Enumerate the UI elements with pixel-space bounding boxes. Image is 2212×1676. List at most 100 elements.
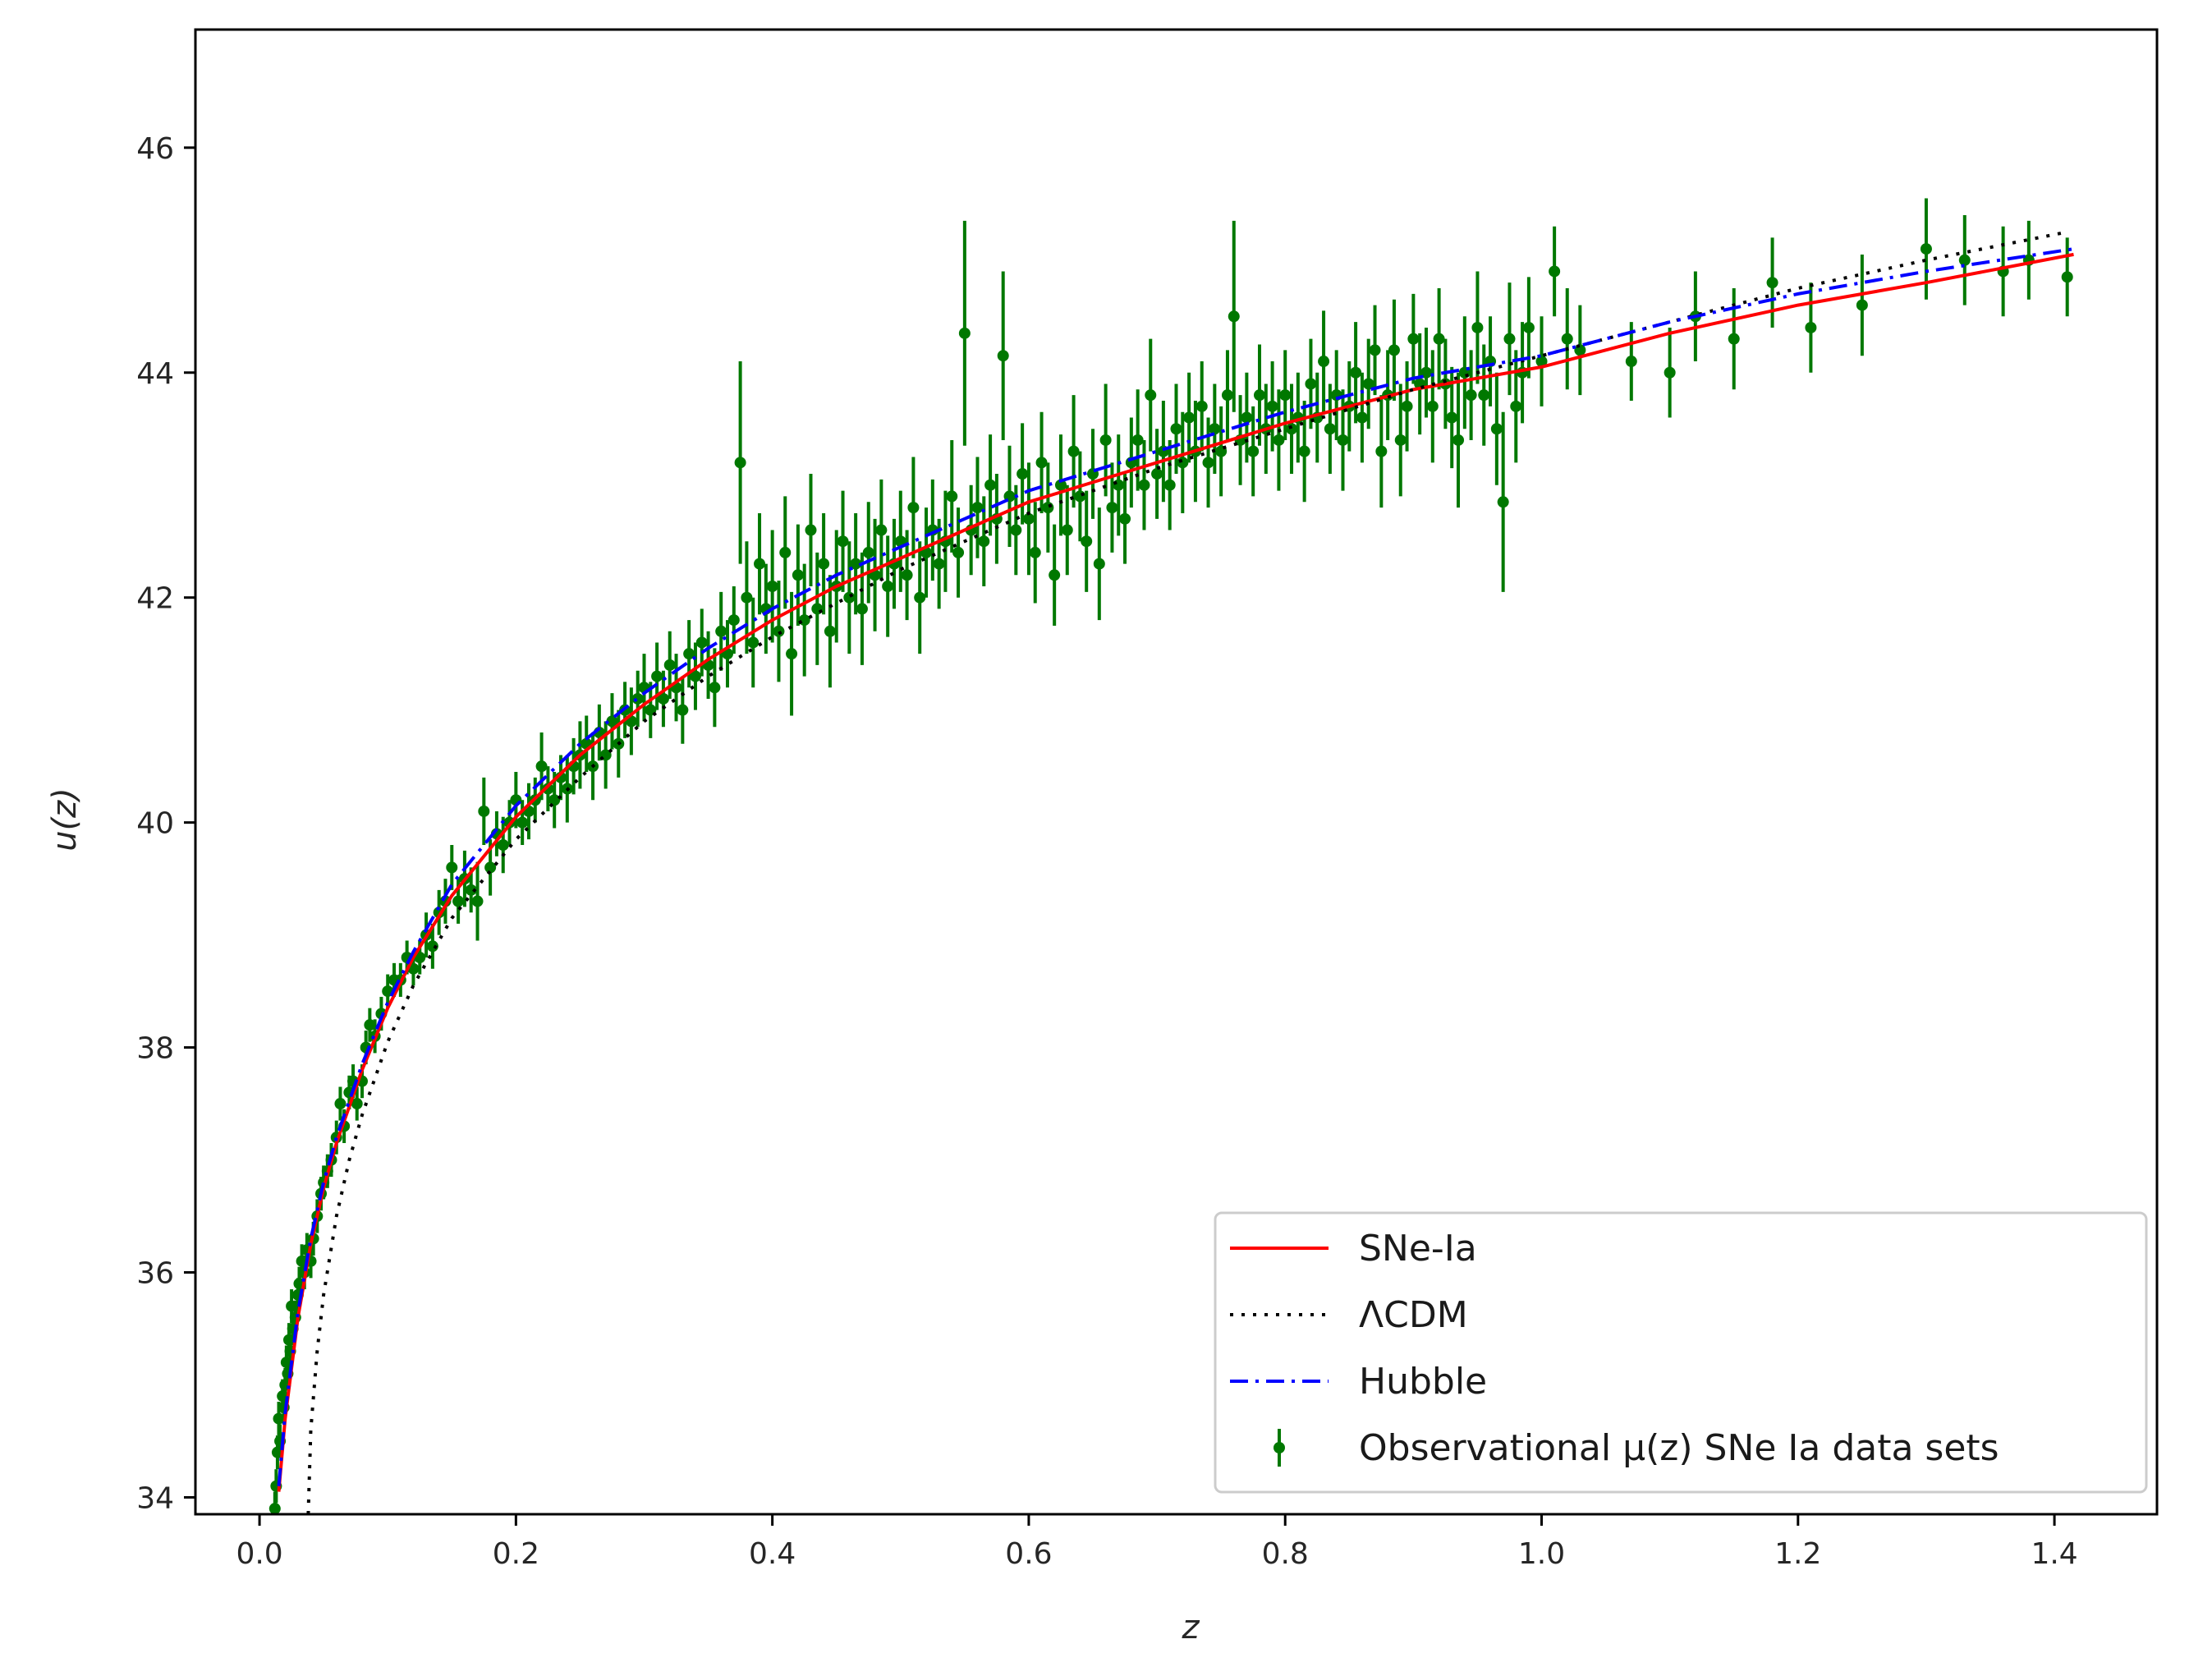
observation-point — [1010, 484, 1022, 576]
data-marker — [1356, 411, 1368, 424]
data-marker — [1522, 321, 1535, 333]
y-tick-label: 36 — [136, 1257, 174, 1291]
hubble-line — [277, 247, 2074, 1486]
data-marker — [1054, 479, 1067, 491]
data-marker — [862, 546, 874, 558]
observation-point — [997, 271, 1009, 440]
observation-point — [1228, 220, 1240, 412]
data-marker — [268, 1503, 281, 1514]
data-marker — [779, 546, 792, 558]
observation-point — [1510, 350, 1522, 463]
data-marker — [484, 861, 497, 874]
x-tick-label: 0.0 — [236, 1537, 282, 1571]
data-marker — [1099, 434, 1112, 446]
observation-point — [1279, 350, 1292, 440]
data-marker — [663, 659, 676, 671]
data-marker — [914, 591, 926, 604]
x-tick-label: 0.8 — [1262, 1537, 1309, 1571]
x-tick-label: 0.2 — [493, 1537, 539, 1571]
data-marker — [631, 692, 644, 705]
observation-point — [933, 518, 945, 609]
observation-point — [875, 479, 888, 581]
observation-point — [478, 777, 490, 846]
observation-point — [824, 575, 836, 688]
observation-point — [446, 845, 458, 890]
data-marker — [1093, 558, 1105, 570]
observation-point — [818, 512, 830, 615]
y-tick-label: 38 — [136, 1032, 174, 1066]
data-marker — [1561, 333, 1573, 345]
observation-point — [1471, 271, 1484, 384]
data-marker — [1170, 423, 1182, 435]
observation-point — [683, 620, 695, 688]
data-marker — [1362, 378, 1374, 390]
observation-point — [1522, 277, 1535, 379]
observation-point — [1049, 524, 1061, 626]
data-marker — [516, 816, 529, 829]
data-marker — [273, 1412, 285, 1425]
data-marker — [1490, 423, 1503, 435]
data-marker — [984, 479, 997, 491]
x-tick-label: 1.2 — [1774, 1537, 1821, 1571]
data-marker — [1452, 434, 1465, 446]
observation-point — [805, 474, 817, 586]
data-marker — [741, 591, 753, 604]
data-marker — [1324, 423, 1336, 435]
observation-point — [862, 502, 874, 604]
legend: SNe-Ia ΛCDM Hubble Observational μ(z) SN… — [1214, 1211, 2148, 1494]
data-marker — [1049, 569, 1061, 581]
data-marker — [1279, 389, 1292, 402]
data-marker — [773, 625, 785, 637]
model-curves — [277, 230, 2074, 1514]
data-marker — [1305, 378, 1317, 390]
observation-point — [1362, 338, 1374, 429]
legend-box — [1214, 1211, 2148, 1494]
data-marker — [1247, 445, 1260, 457]
observation-point — [334, 1086, 346, 1121]
observation-point — [677, 676, 689, 744]
data-marker — [1388, 344, 1400, 356]
observation-point — [657, 670, 669, 728]
observation-point — [1452, 372, 1465, 508]
observation-point — [1163, 439, 1176, 530]
data-marker — [1221, 389, 1233, 402]
data-marker — [1035, 457, 1048, 469]
data-marker — [542, 783, 554, 795]
data-marker — [709, 682, 721, 694]
observation-point — [958, 220, 971, 446]
observation-point — [1093, 507, 1105, 621]
observation-point — [1375, 395, 1388, 508]
observation-point — [1119, 474, 1131, 564]
observation-point — [1388, 299, 1400, 401]
observation-point — [747, 597, 760, 688]
observation-point — [1081, 490, 1093, 592]
observation-point — [1183, 372, 1195, 463]
data-marker — [1042, 502, 1054, 514]
data-marker — [715, 625, 727, 637]
data-marker — [351, 1098, 363, 1110]
observation-point — [1022, 462, 1035, 576]
legend-label-sne: SNe-Ia — [1359, 1228, 1477, 1270]
data-marker — [882, 581, 894, 592]
data-marker — [452, 895, 465, 907]
observation-point — [1420, 327, 1432, 418]
data-marker — [1664, 366, 1676, 379]
observation-point — [914, 541, 926, 654]
data-marker — [1958, 254, 1971, 266]
data-marker — [798, 614, 810, 627]
observation-point — [734, 361, 746, 564]
data-marker — [1177, 457, 1189, 469]
data-marker — [446, 861, 458, 874]
data-marker — [1298, 445, 1310, 457]
data-marker — [1061, 524, 1073, 536]
data-marker — [766, 581, 778, 592]
data-marker — [677, 704, 689, 716]
observation-point — [1266, 361, 1278, 452]
data-marker — [1401, 400, 1413, 412]
observation-point — [1561, 288, 1573, 390]
data-marker — [1375, 445, 1388, 457]
data-marker — [606, 715, 618, 728]
data-marker — [1535, 356, 1548, 368]
observation-point — [689, 642, 701, 710]
data-marker — [689, 670, 701, 682]
